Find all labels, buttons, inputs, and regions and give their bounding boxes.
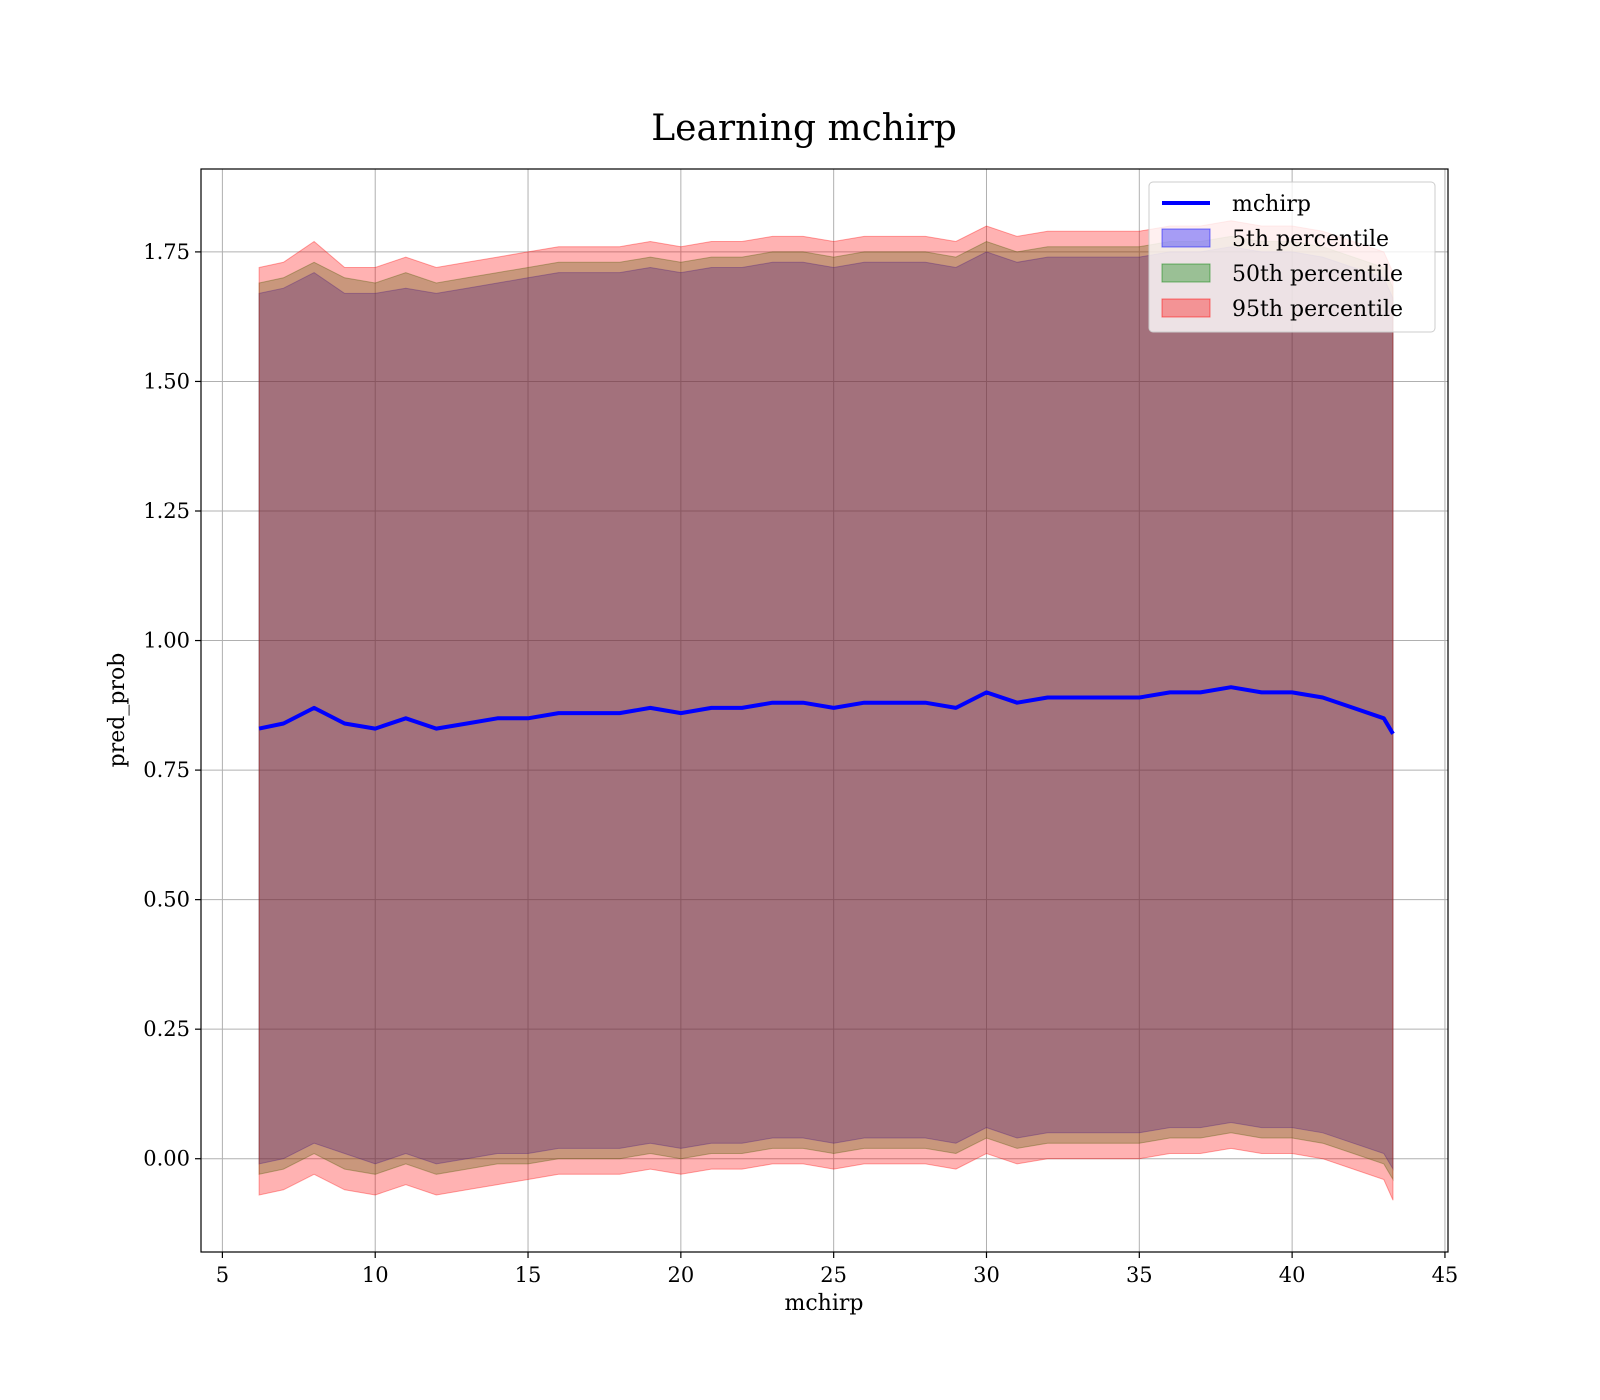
y-tick-label: 0.25 <box>143 1017 190 1041</box>
y-tick-label: 0.50 <box>143 888 190 912</box>
y-tick-label: 1.75 <box>143 240 190 264</box>
legend-label: 95th percentile <box>1232 297 1403 322</box>
x-tick-label: 15 <box>515 1263 542 1287</box>
x-axis-label: mchirp <box>785 1291 864 1316</box>
legend-box <box>1148 181 1436 333</box>
legend-swatch <box>1161 298 1211 318</box>
x-tick-label: 35 <box>1126 1263 1153 1287</box>
y-tick-label: 1.00 <box>143 629 190 653</box>
x-tick-label: 25 <box>820 1263 847 1287</box>
chart-title: Learning mchirp <box>651 108 957 149</box>
x-tick-label: 40 <box>1279 1263 1306 1287</box>
legend-swatch <box>1161 263 1211 283</box>
y-tick-label: 1.25 <box>143 499 190 523</box>
line-layer <box>258 685 1395 735</box>
legend-label: mchirp <box>1232 192 1311 217</box>
y-axis-label: pred_prob <box>105 653 130 768</box>
y-axis-ticks: 0.00 0.25 0.50 0.75 1.00 1.25 1.50 1.75 <box>143 240 201 1171</box>
y-tick-label: 0.75 <box>143 758 190 782</box>
legend-label: 5th percentile <box>1232 227 1389 252</box>
x-tick-label: 10 <box>362 1263 389 1287</box>
x-tick-label: 45 <box>1432 1263 1459 1287</box>
band-layer <box>258 220 1394 1201</box>
plot-frame <box>200 168 1449 1253</box>
x-tick-label: 30 <box>973 1263 1000 1287</box>
grid-layer <box>201 169 1448 1252</box>
legend-label: 50th percentile <box>1232 262 1403 287</box>
x-axis-ticks: 5 10 15 20 25 30 35 40 45 <box>216 1252 1459 1287</box>
y-tick-label: 0.00 <box>143 1147 190 1171</box>
legend-swatch <box>1161 228 1211 248</box>
x-tick-label: 5 <box>216 1263 229 1287</box>
y-tick-label: 1.50 <box>143 369 190 393</box>
x-tick-label: 20 <box>667 1263 694 1287</box>
legend: mchirp 5th percentile 50th percentile 95th … <box>1148 181 1436 333</box>
band-95th-percentile <box>258 220 1394 1201</box>
line-mchirp <box>258 685 1395 735</box>
legend-items: mchirp 5th percentile 50th percentile 95th … <box>1161 192 1403 322</box>
